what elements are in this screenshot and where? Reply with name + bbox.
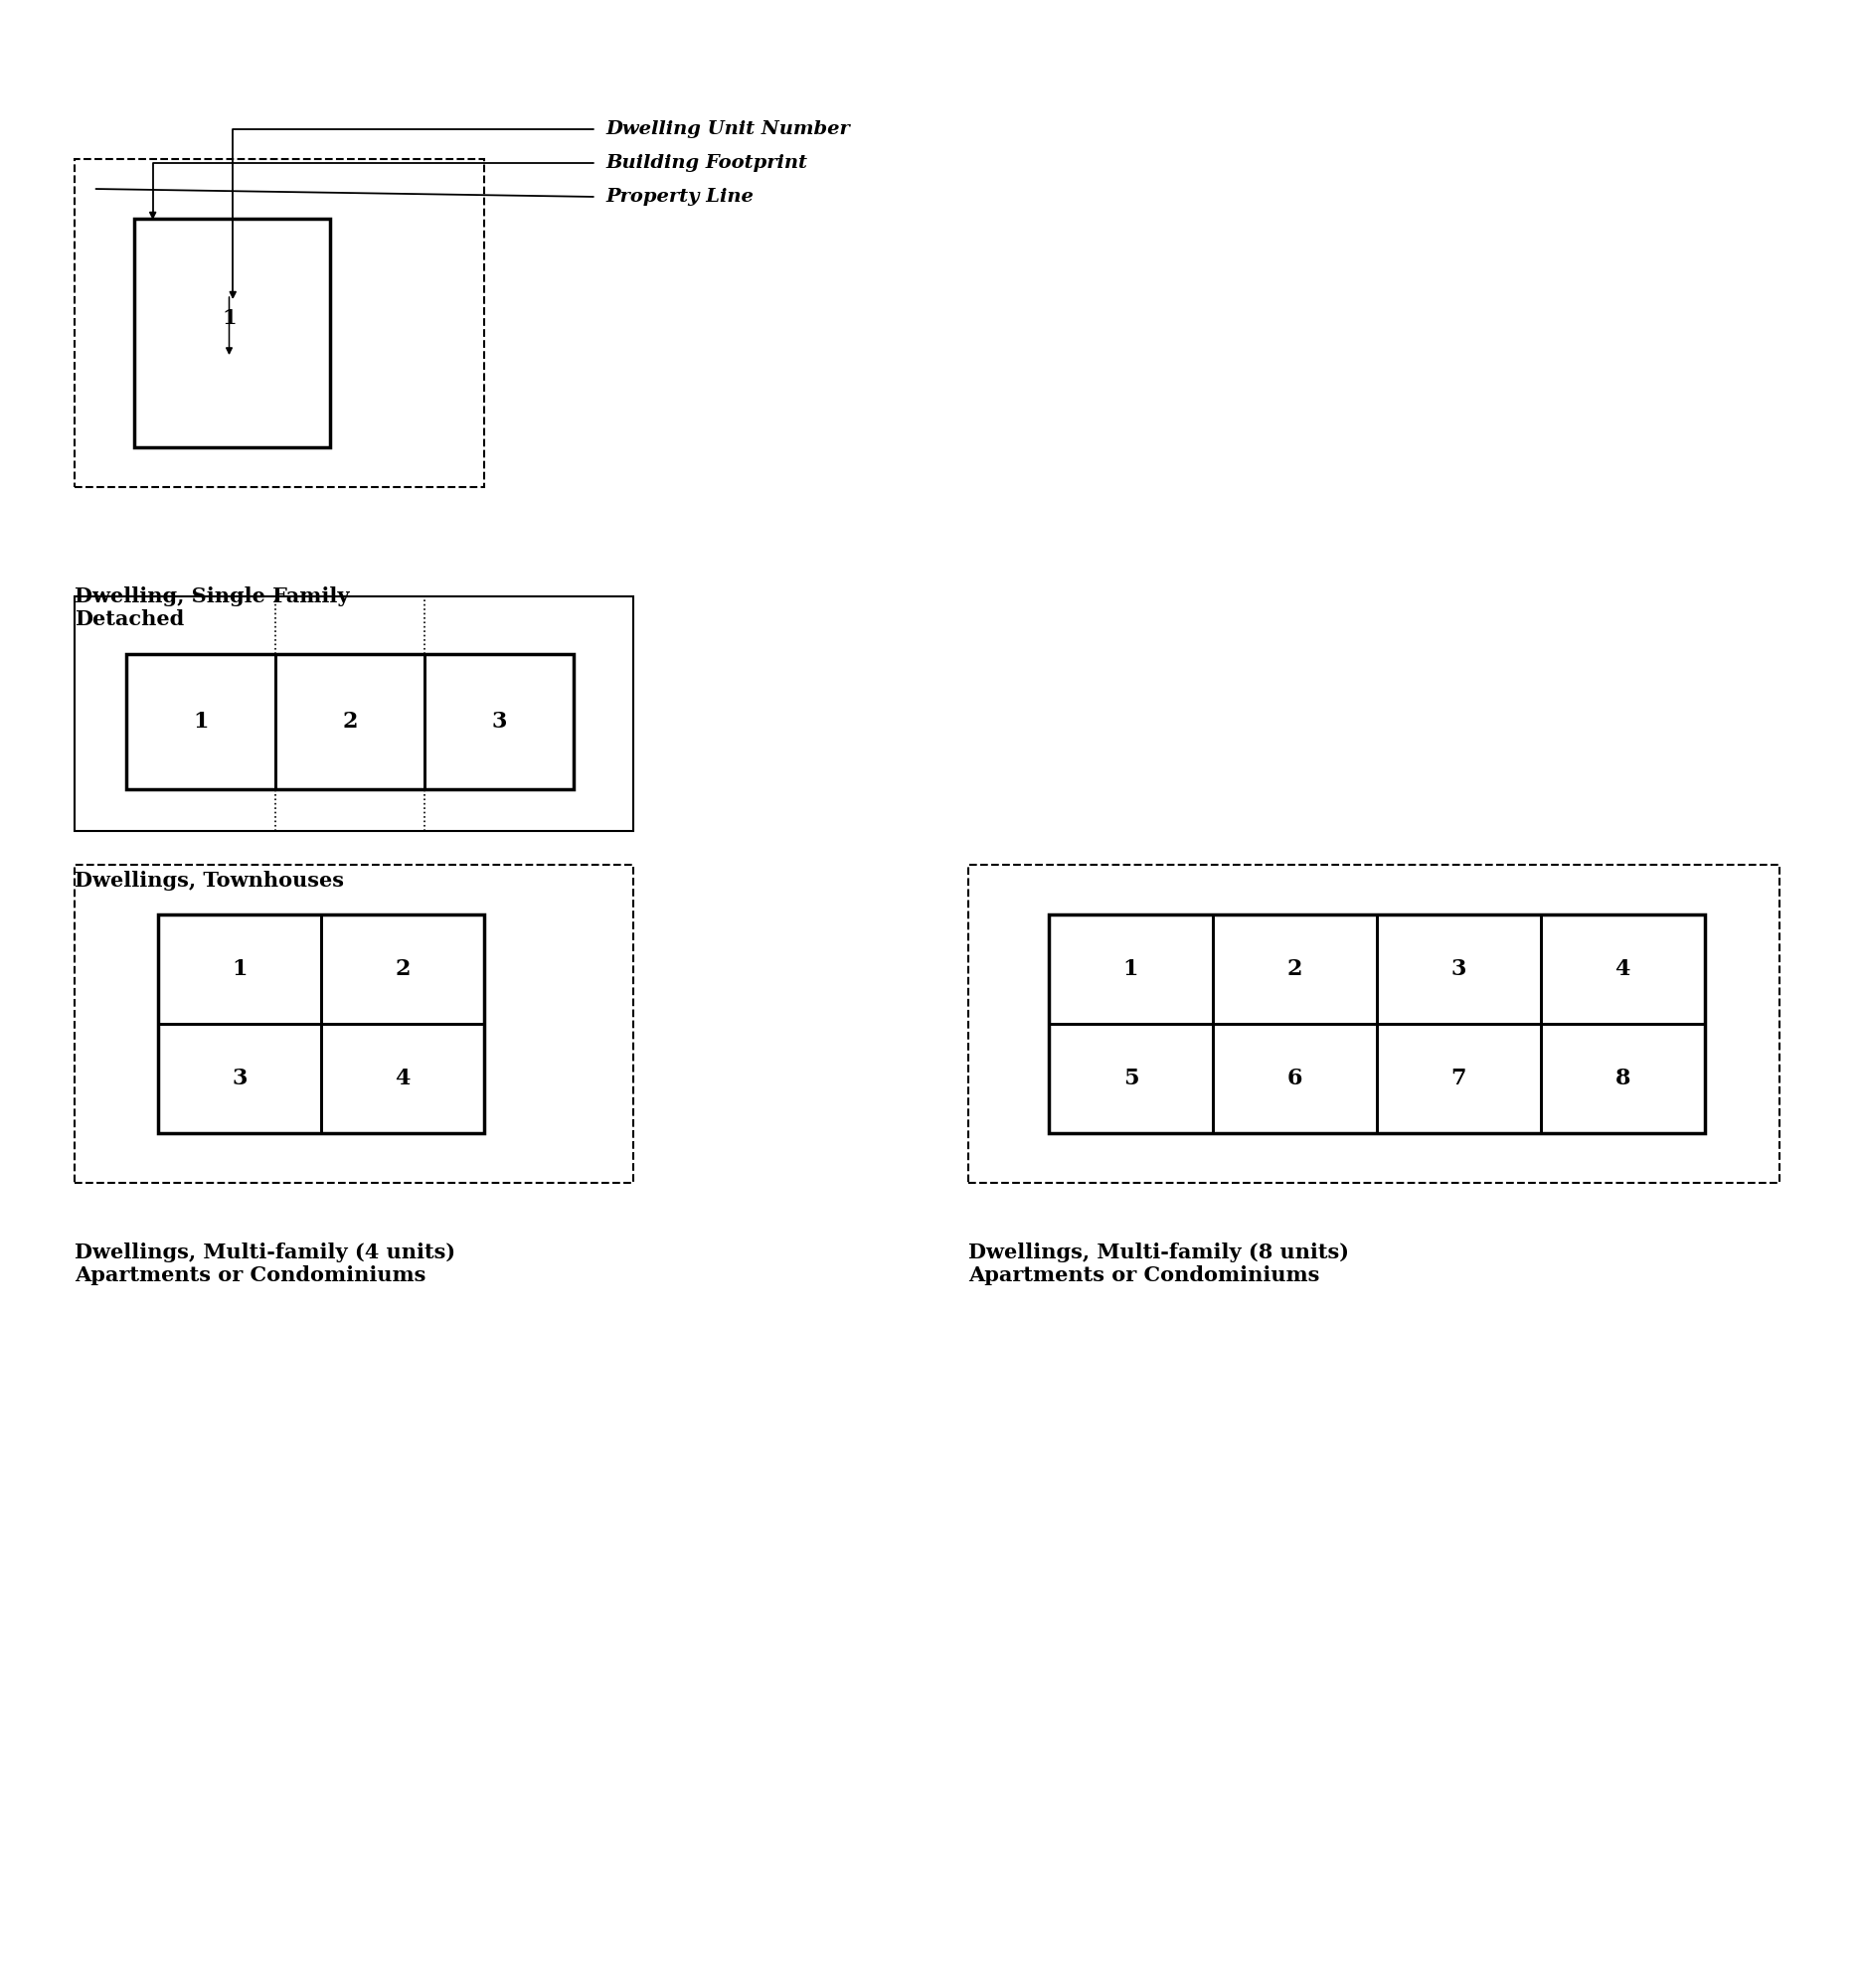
Text: 3: 3	[1450, 958, 1465, 980]
Bar	[1376, 914, 1540, 1024]
Bar	[158, 914, 484, 1133]
Bar	[74, 596, 633, 831]
Bar	[158, 1024, 320, 1133]
Bar	[1048, 914, 1212, 1024]
Bar	[74, 865, 633, 1183]
Text: Dwelling Unit Number: Dwelling Unit Number	[605, 119, 849, 139]
Text: Dwellings, Townhouses: Dwellings, Townhouses	[74, 871, 344, 891]
Bar	[968, 865, 1778, 1183]
Text: 5: 5	[1123, 1068, 1138, 1089]
Bar	[1212, 914, 1376, 1024]
Text: 3: 3	[492, 712, 506, 732]
Bar	[1376, 1024, 1540, 1133]
Bar	[1540, 914, 1704, 1024]
Text: 1: 1	[233, 958, 248, 980]
Text: 1: 1	[222, 308, 236, 328]
Bar	[74, 159, 484, 487]
Text: 3: 3	[233, 1068, 248, 1089]
Bar	[276, 654, 425, 789]
Text: 2: 2	[343, 712, 358, 732]
Text: Dwelling, Single Family
Detached: Dwelling, Single Family Detached	[74, 586, 350, 630]
Text: Property Line: Property Line	[605, 189, 752, 207]
Text: 2: 2	[395, 958, 410, 980]
Bar	[1540, 1024, 1704, 1133]
Text: 1: 1	[194, 712, 209, 732]
Bar	[127, 654, 573, 789]
Text: Dwellings, Multi-family (8 units)
Apartments or Condominiums: Dwellings, Multi-family (8 units) Apartm…	[968, 1242, 1348, 1286]
Text: 2: 2	[1287, 958, 1302, 980]
Text: Building Footprint: Building Footprint	[605, 155, 806, 173]
Bar	[134, 219, 330, 447]
Text: 4: 4	[1614, 958, 1629, 980]
Bar	[127, 654, 276, 789]
Text: 8: 8	[1614, 1068, 1629, 1089]
Bar	[158, 914, 320, 1024]
Bar	[1048, 914, 1704, 1133]
Bar	[320, 1024, 484, 1133]
Bar	[425, 654, 573, 789]
Text: 1: 1	[1123, 958, 1138, 980]
Text: 4: 4	[395, 1068, 410, 1089]
Bar	[1212, 1024, 1376, 1133]
Text: 6: 6	[1287, 1068, 1302, 1089]
Bar	[1048, 1024, 1212, 1133]
Bar	[320, 914, 484, 1024]
Text: 7: 7	[1450, 1068, 1465, 1089]
Text: Dwellings, Multi-family (4 units)
Apartments or Condominiums: Dwellings, Multi-family (4 units) Apartm…	[74, 1242, 454, 1286]
